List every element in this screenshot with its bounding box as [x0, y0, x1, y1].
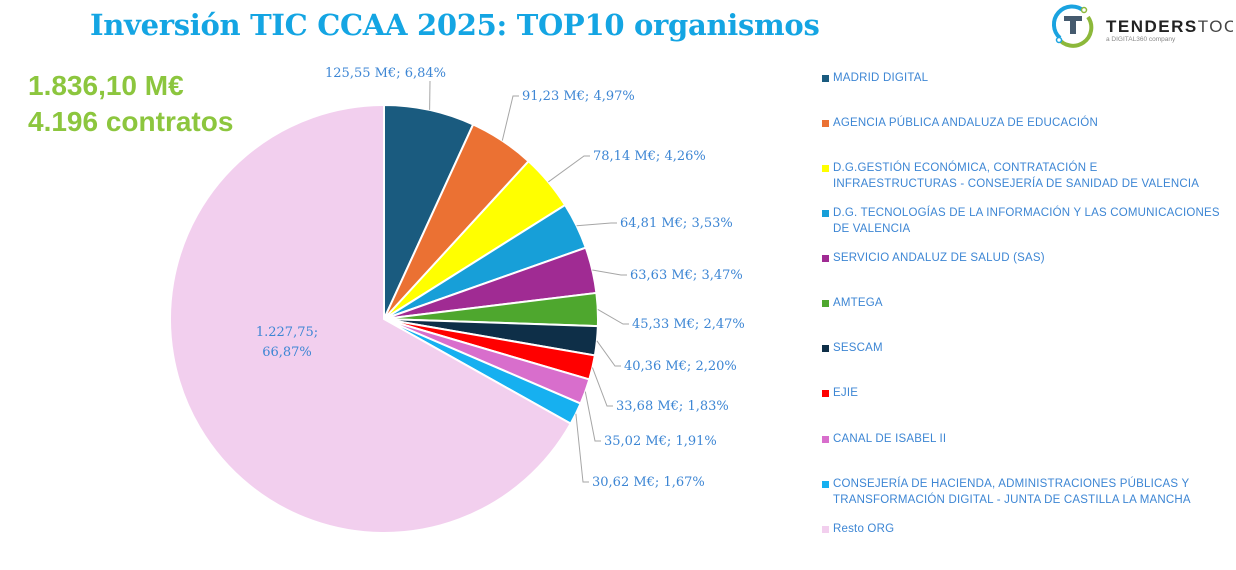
legend-label: MADRID DIGITAL: [833, 72, 929, 84]
data-label: 66,87%: [262, 345, 312, 360]
pie-slice: [169, 103, 573, 534]
data-label: 45,33 M€; 2,47%: [632, 317, 745, 332]
legend-swatch: [822, 255, 829, 262]
legend-item: AMTEGA: [822, 295, 1222, 311]
total-contracts: 4.196 contratos: [28, 106, 234, 137]
legend-item: D.G. TECNOLOGÍAS DE LA INFORMACIÓN Y LAS…: [822, 205, 1222, 237]
leader-line: [501, 95, 519, 141]
chart-title: Inversión TIC CCAA 2025: TOP10 organismo…: [90, 8, 820, 42]
legend-swatch: [822, 390, 829, 397]
legend-item: EJIE: [822, 385, 1222, 401]
legend-label: D.G. TECNOLOGÍAS DE LA INFORMACIÓN Y LAS…: [833, 207, 1220, 235]
data-label: 91,23 M€; 4,97%: [522, 89, 635, 104]
data-label: 33,68 M€; 1,83%: [616, 399, 729, 414]
legend-swatch: [822, 481, 829, 488]
data-label: 125,55 M€; 6,84%: [325, 66, 446, 81]
leader-line: [591, 367, 613, 407]
legend-swatch: [822, 526, 829, 533]
tenderstool-logo: TENDERSTOOL a DIGITAL360 company: [1051, 4, 1233, 48]
total-amount: 1.836,10 M€: [28, 70, 184, 101]
legend-swatch: [822, 120, 829, 127]
legend-label: SESCAM: [833, 342, 883, 354]
leader-line: [576, 222, 617, 227]
legend-item: MADRID DIGITAL: [822, 70, 1222, 86]
legend-label: CONSEJERÍA DE HACIENDA, ADMINISTRACIONES…: [833, 478, 1191, 506]
legend-label: SERVICIO ANDALUZ DE SALUD (SAS): [833, 252, 1045, 264]
legend-item: CANAL DE ISABEL II: [822, 431, 1222, 447]
data-label: 35,02 M€; 1,91%: [604, 434, 717, 449]
legend-item: CONSEJERÍA DE HACIENDA, ADMINISTRACIONES…: [822, 476, 1222, 508]
legend-item: Resto ORG: [822, 521, 1222, 537]
legend-item: AGENCIA PÚBLICA ANDALUZA DE EDUCACIÓN: [822, 115, 1222, 131]
leader-line: [597, 309, 629, 325]
legend-swatch: [822, 165, 829, 172]
data-label: 63,63 M€; 3,47%: [630, 268, 743, 283]
legend-label: Resto ORG: [833, 523, 895, 535]
leader-line: [575, 413, 589, 483]
legend-item: SERVICIO ANDALUZ DE SALUD (SAS): [822, 250, 1222, 266]
data-label: 64,81 M€; 3,53%: [620, 216, 733, 231]
legend-label: CANAL DE ISABEL II: [833, 433, 947, 445]
data-label: 78,14 M€; 4,26%: [593, 149, 706, 164]
legend-swatch: [822, 75, 829, 82]
legend-label: AGENCIA PÚBLICA ANDALUZA DE EDUCACIÓN: [833, 117, 1098, 129]
leader-line: [592, 269, 627, 276]
svg-text:a DIGITAL360 company: a DIGITAL360 company: [1106, 36, 1176, 43]
leader-line: [584, 391, 601, 442]
legend-item: D.G.GESTIÓN ECONÓMICA, CONTRATACIÓN E IN…: [822, 160, 1222, 192]
data-label: 30,62 M€; 1,67%: [592, 475, 705, 490]
legend-swatch: [822, 436, 829, 443]
pie-chart: 125,55 M€; 6,84% 91,23 M€; 4,97% 78,14 M€;…: [169, 66, 745, 534]
legend-label: D.G.GESTIÓN ECONÓMICA, CONTRATACIÓN E IN…: [833, 162, 1200, 190]
legend-label: EJIE: [833, 387, 859, 399]
legend-item: SESCAM: [822, 340, 1222, 356]
legend-swatch: [822, 210, 829, 217]
leader-line: [548, 155, 590, 183]
legend-label: AMTEGA: [833, 297, 883, 309]
svg-text:TENDERSTOOL: TENDERSTOOL: [1106, 17, 1233, 36]
data-label: 1.227,75;: [256, 325, 318, 340]
legend-swatch: [822, 300, 829, 307]
leader-line: [596, 340, 621, 367]
data-label: 40,36 M€; 2,20%: [624, 359, 737, 374]
legend-swatch: [822, 345, 829, 352]
